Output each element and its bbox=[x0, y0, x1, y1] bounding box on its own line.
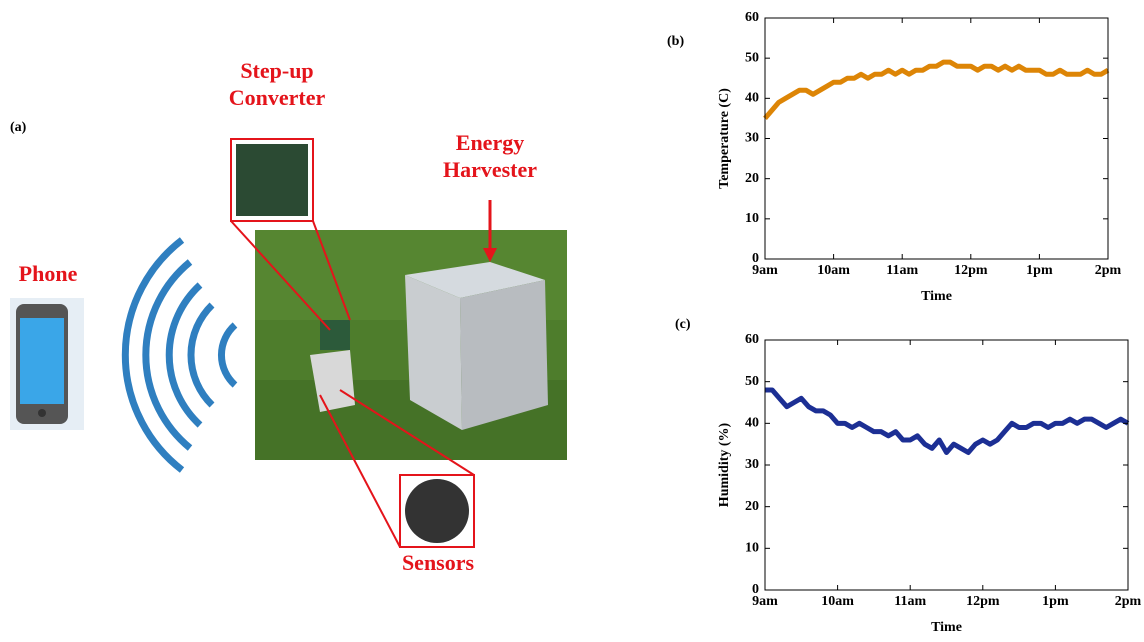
plot-frame bbox=[765, 340, 1128, 590]
y-tick-label: 20 bbox=[745, 499, 759, 514]
y-tick-label: 50 bbox=[745, 50, 759, 65]
y-tick-label: 40 bbox=[745, 416, 759, 431]
x-tick-label: 10am bbox=[817, 263, 850, 278]
x-axis-label: Time bbox=[931, 620, 962, 635]
y-tick-label: 10 bbox=[745, 541, 759, 556]
sensors-label: Sensors bbox=[402, 550, 475, 575]
harvester-label: Energy bbox=[456, 130, 524, 155]
figure: (a) Phone Step-up Converter Energy Harve… bbox=[0, 0, 1144, 642]
y-tick-label: 60 bbox=[745, 10, 759, 25]
y-tick-label: 60 bbox=[745, 332, 759, 347]
harvester-label: Harvester bbox=[443, 157, 537, 182]
x-tick-label: 2pm bbox=[1115, 594, 1142, 609]
converter-label: Step-up bbox=[240, 58, 313, 83]
x-tick-label: 10am bbox=[821, 594, 854, 609]
x-tick-label: 1pm bbox=[1042, 594, 1069, 609]
x-tick-label: 9am bbox=[752, 594, 778, 609]
wireless-waves bbox=[125, 240, 235, 470]
data-line bbox=[765, 62, 1108, 118]
y-axis-label: Humidity (%) bbox=[717, 422, 732, 507]
x-tick-label: 1pm bbox=[1026, 263, 1053, 278]
y-tick-label: 10 bbox=[745, 211, 759, 226]
converter-photo bbox=[236, 144, 308, 216]
panel-label: (a) bbox=[10, 120, 27, 135]
x-tick-label: 12pm bbox=[966, 594, 1000, 609]
y-tick-label: 30 bbox=[745, 131, 759, 146]
y-tick-label: 40 bbox=[745, 91, 759, 106]
sensor-photo bbox=[405, 479, 469, 543]
y-tick-label: 20 bbox=[745, 171, 759, 186]
y-tick-label: 30 bbox=[745, 457, 759, 472]
phone-icon bbox=[10, 298, 84, 430]
panel-label: (c) bbox=[675, 317, 691, 332]
y-axis-label: Temperature (C) bbox=[717, 88, 732, 189]
x-tick-label: 11am bbox=[894, 594, 926, 609]
page: (a) Phone Step-up Converter Energy Harve… bbox=[0, 0, 1144, 642]
x-tick-label: 9am bbox=[752, 263, 778, 278]
y-tick-label: 50 bbox=[745, 374, 759, 389]
converter-label: Converter bbox=[229, 85, 326, 110]
phone-label: Phone bbox=[19, 261, 78, 286]
x-axis-label: Time bbox=[921, 289, 952, 304]
data-line bbox=[765, 390, 1128, 453]
x-tick-label: 2pm bbox=[1095, 263, 1122, 278]
plot-frame bbox=[765, 18, 1108, 259]
x-tick-label: 11am bbox=[886, 263, 918, 278]
photo bbox=[255, 230, 567, 460]
panel-label: (b) bbox=[667, 34, 684, 49]
x-tick-label: 12pm bbox=[954, 263, 988, 278]
